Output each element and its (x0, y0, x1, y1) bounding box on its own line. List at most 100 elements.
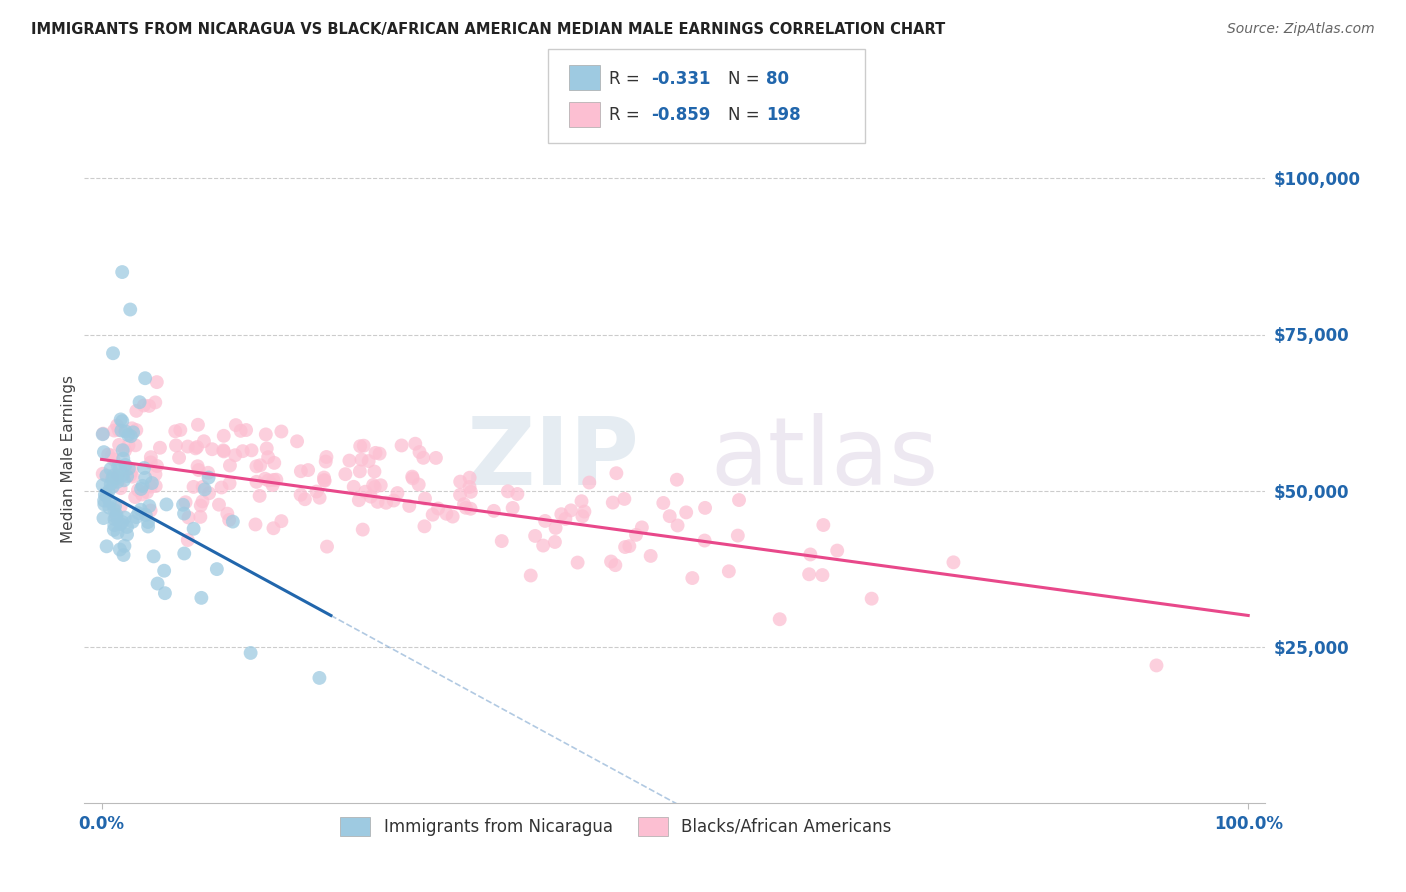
Point (153, 564, 176, 578)
Point (605, 466, 627, 480)
Point (114, 510, 136, 524)
Point (312, 470, 335, 484)
Point (813, 518, 835, 533)
Point (315, 454, 337, 468)
Point (121, 469, 143, 483)
Point (314, 474, 336, 488)
Point (103, 523, 125, 537)
Point (534, 514, 557, 528)
Point (571, 494, 593, 508)
Point (93, 445, 115, 459)
Point (408, 477, 430, 491)
Point (316, 540, 339, 554)
Point (225, 418, 247, 433)
Point (120, 468, 142, 483)
Point (183, 522, 205, 536)
Point (139, 480, 162, 494)
Point (254, 472, 277, 486)
Point (139, 455, 162, 469)
Point (799, 548, 821, 562)
Point (436, 507, 458, 521)
Point (197, 466, 219, 480)
Point (135, 508, 157, 522)
Point (114, 458, 136, 472)
Point (114, 443, 136, 458)
Point (124, 438, 146, 452)
Point (491, 534, 513, 549)
Point (91, 467, 114, 481)
Point (112, 473, 135, 487)
Point (198, 486, 221, 500)
Point (613, 491, 636, 506)
Point (254, 427, 277, 442)
Point (578, 475, 600, 490)
Point (605, 558, 627, 573)
Point (361, 478, 384, 492)
Point (343, 480, 366, 494)
Point (122, 425, 145, 440)
Point (110, 481, 132, 495)
Point (217, 507, 239, 521)
Point (218, 476, 240, 491)
Point (413, 491, 436, 506)
Point (387, 486, 409, 500)
Point (825, 543, 848, 558)
Point (544, 521, 567, 535)
Point (531, 539, 554, 553)
Point (266, 473, 288, 487)
Point (114, 539, 136, 553)
Point (212, 443, 235, 458)
Point (367, 495, 389, 509)
Point (290, 488, 312, 502)
Point (146, 458, 169, 473)
Point (93, 493, 115, 508)
Point (297, 463, 319, 477)
Point (103, 503, 125, 517)
Point (169, 423, 191, 437)
Point (100, 462, 122, 476)
Point (120, 302, 142, 317)
Point (107, 475, 129, 489)
Point (658, 509, 681, 524)
Point (357, 454, 380, 468)
Point (111, 467, 134, 482)
Point (308, 491, 330, 505)
Point (105, 471, 128, 485)
Point (208, 498, 231, 512)
Point (125, 510, 148, 524)
Point (107, 459, 129, 474)
Point (101, 470, 124, 484)
Point (114, 425, 136, 439)
Point (153, 586, 176, 600)
Point (149, 441, 172, 455)
Point (681, 571, 703, 585)
Point (308, 671, 330, 685)
Point (315, 450, 337, 464)
Point (441, 509, 464, 524)
Point (184, 442, 207, 456)
Point (614, 540, 637, 554)
Point (624, 528, 647, 542)
Point (174, 495, 197, 509)
Point (110, 500, 132, 514)
Point (115, 520, 138, 534)
Point (212, 429, 235, 443)
Point (103, 424, 125, 438)
Point (103, 518, 125, 533)
Point (652, 496, 675, 510)
Point (108, 438, 131, 452)
Point (132, 399, 155, 413)
Point (115, 469, 138, 483)
Point (860, 591, 883, 606)
Point (502, 500, 524, 515)
Point (104, 500, 127, 514)
Legend: Immigrants from Nicaragua, Blacks/African Americans: Immigrants from Nicaragua, Blacks/Africa… (333, 810, 898, 843)
Point (554, 512, 576, 526)
Point (93, 511, 115, 525)
Point (111, 515, 134, 529)
Point (305, 484, 328, 499)
Point (235, 423, 257, 437)
Point (103, 468, 125, 483)
Point (186, 440, 208, 454)
Point (693, 500, 716, 515)
